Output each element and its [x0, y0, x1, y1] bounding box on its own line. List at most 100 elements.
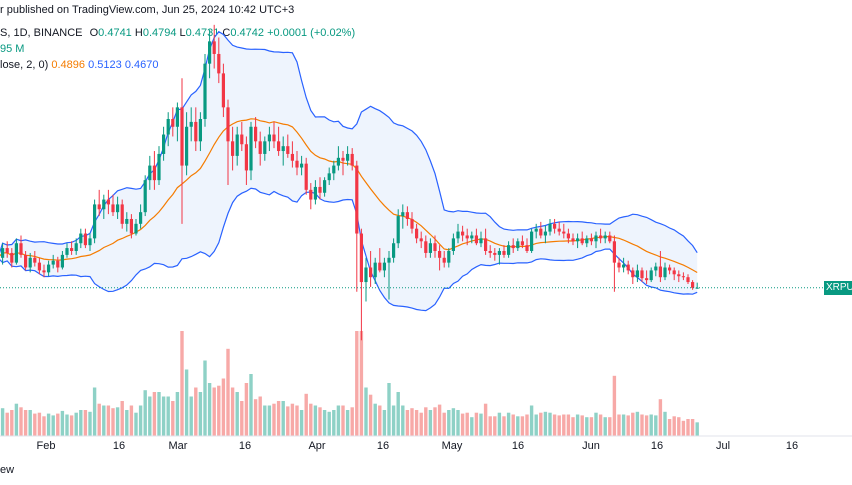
- candle-body: [585, 238, 589, 244]
- candle-body: [277, 141, 281, 152]
- volume-bar: [189, 396, 193, 436]
- candle-body: [534, 228, 538, 232]
- candle-body: [185, 126, 189, 166]
- volume-bar: [42, 416, 46, 436]
- candle-body: [286, 146, 290, 154]
- price-tag-label: XRPUSDT: [824, 280, 852, 295]
- volume-bar: [460, 413, 465, 436]
- candle-body: [60, 254, 64, 268]
- candle-body: [47, 264, 51, 273]
- candle-body: [106, 199, 110, 205]
- candle-body: [336, 157, 340, 166]
- bb-label: lose, 2, 0): [0, 59, 49, 71]
- volume-bar: [240, 401, 244, 436]
- volume-bar: [235, 392, 239, 436]
- candle-body: [157, 153, 161, 181]
- candle-body: [608, 235, 612, 242]
- candle-body: [359, 233, 363, 283]
- ohlc-line: S, 1D, BINANCE O0.4741 H0.4794 L0.4731 C…: [0, 27, 355, 39]
- x-tick-label: Apr: [308, 440, 325, 452]
- volume-bar: [184, 369, 189, 436]
- volume-line: 95 M: [0, 43, 24, 55]
- volume-bar: [359, 331, 364, 436]
- candle-body: [162, 134, 166, 154]
- candle-body: [695, 287, 699, 289]
- x-tick-label: Jul: [716, 440, 730, 452]
- bb-lower-line: [0, 187, 698, 312]
- symbol-label: S, 1D, BINANCE: [0, 27, 83, 39]
- candle-body: [37, 262, 41, 271]
- candle-body: [516, 241, 520, 249]
- candle-body: [313, 186, 317, 200]
- candle-body: [548, 223, 552, 232]
- volume-bar: [299, 410, 304, 436]
- volume-bar: [28, 410, 32, 436]
- volume-bar: [483, 403, 488, 436]
- candle-body: [474, 235, 478, 244]
- candle-body: [493, 252, 497, 255]
- volume-bar: [249, 374, 253, 436]
- candle-body: [42, 270, 46, 273]
- candle-body: [576, 238, 580, 242]
- candle-body: [139, 212, 143, 224]
- candle-body: [654, 266, 658, 271]
- volume-bar: [534, 414, 538, 436]
- volume-bar: [437, 404, 442, 436]
- volume-bar: [10, 410, 14, 436]
- candle-body: [304, 163, 308, 190]
- candle-body: [497, 251, 501, 255]
- volume-bar: [295, 405, 299, 436]
- volume-bar: [603, 417, 607, 436]
- candle-body: [240, 134, 244, 145]
- volume-bar: [341, 405, 345, 436]
- volume-bar: [46, 413, 51, 436]
- ohlc-high-value: 0.4794: [142, 27, 177, 39]
- volume-bar: [290, 403, 295, 436]
- candle-body: [442, 257, 446, 263]
- candle-body: [484, 238, 488, 251]
- volume-bar: [217, 385, 221, 436]
- candle-body: [373, 262, 377, 278]
- volume-bar: [511, 414, 515, 436]
- volume-bar: [102, 405, 106, 436]
- candle-body: [79, 233, 83, 244]
- candle-body: [686, 277, 690, 283]
- volume-bar: [33, 413, 37, 436]
- volume-bar: [617, 414, 621, 436]
- volume-bar: [125, 410, 129, 436]
- volume-bar: [143, 390, 147, 436]
- bb-upper-line: [0, 30, 698, 254]
- volume-bar: [378, 405, 382, 436]
- candle-body: [396, 216, 400, 244]
- candle-body: [70, 248, 74, 251]
- volume-bar: [552, 414, 557, 436]
- volume-bar: [419, 412, 423, 436]
- candle-body: [254, 126, 258, 142]
- candle-body: [19, 243, 23, 255]
- volume-bar: [69, 415, 74, 436]
- volume-bar: [83, 410, 88, 436]
- candle-body: [180, 107, 184, 166]
- candle-body: [594, 235, 598, 242]
- candle-body: [649, 270, 653, 281]
- volume-bar: [396, 392, 400, 436]
- candle-body: [309, 189, 313, 200]
- candle-body: [433, 243, 437, 251]
- volume-bar: [120, 401, 124, 436]
- candle-body: [681, 276, 685, 278]
- volume-bar: [663, 411, 667, 436]
- candle-body: [323, 180, 327, 193]
- candle-body: [392, 243, 396, 258]
- ohlc-high-key: H: [134, 27, 143, 39]
- volume-bar: [5, 412, 9, 436]
- volume-bar: [23, 410, 28, 436]
- candle-body: [171, 119, 175, 127]
- volume-bar: [129, 405, 134, 436]
- candle-body: [369, 267, 373, 278]
- volume-bar: [138, 405, 143, 436]
- volume-bar: [350, 407, 354, 436]
- candle-body: [456, 231, 460, 239]
- candle-body: [102, 199, 106, 210]
- candle-body: [626, 264, 630, 271]
